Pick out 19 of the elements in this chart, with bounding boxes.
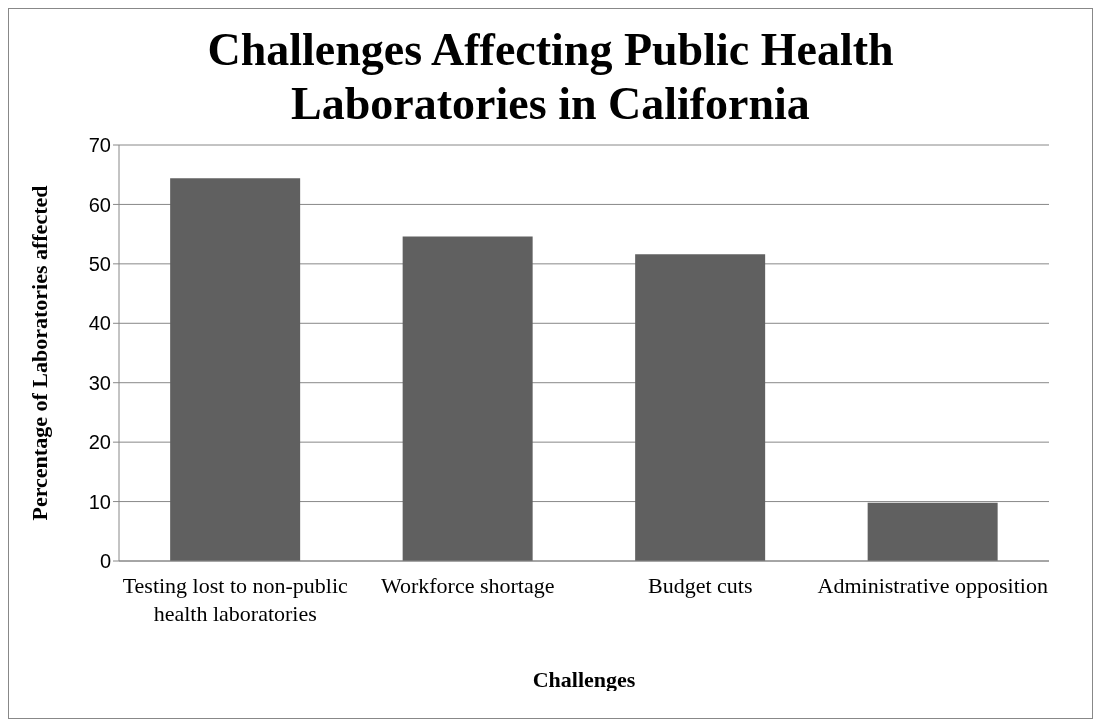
x-axis-title: Challenges	[532, 667, 636, 692]
bar	[402, 236, 533, 561]
chart-title: Challenges Affecting Public Health Laboratories in California	[206, 23, 895, 131]
y-axis-title: Percentage of Laboratories affected	[26, 185, 52, 521]
y-tick-label: 20	[88, 431, 111, 454]
y-tick-label: 40	[88, 312, 111, 335]
y-tick-label: 10	[88, 490, 111, 513]
x-tick-label: Budget cuts	[648, 572, 753, 598]
x-tick-label: Administrative opposition	[817, 572, 1048, 598]
bar	[170, 178, 301, 561]
bar	[635, 254, 766, 561]
x-tick-label: Workforce shortage	[380, 572, 555, 598]
x-tick-label: Testing lost to non-public health laboratories	[122, 572, 349, 626]
y-tick-label: 30	[88, 371, 111, 394]
y-tick-label: 0	[99, 550, 111, 573]
y-tick-label: 50	[88, 252, 111, 275]
y-tick-label: 70	[88, 134, 111, 157]
y-tick-label: 60	[88, 193, 111, 216]
bar	[867, 502, 998, 561]
